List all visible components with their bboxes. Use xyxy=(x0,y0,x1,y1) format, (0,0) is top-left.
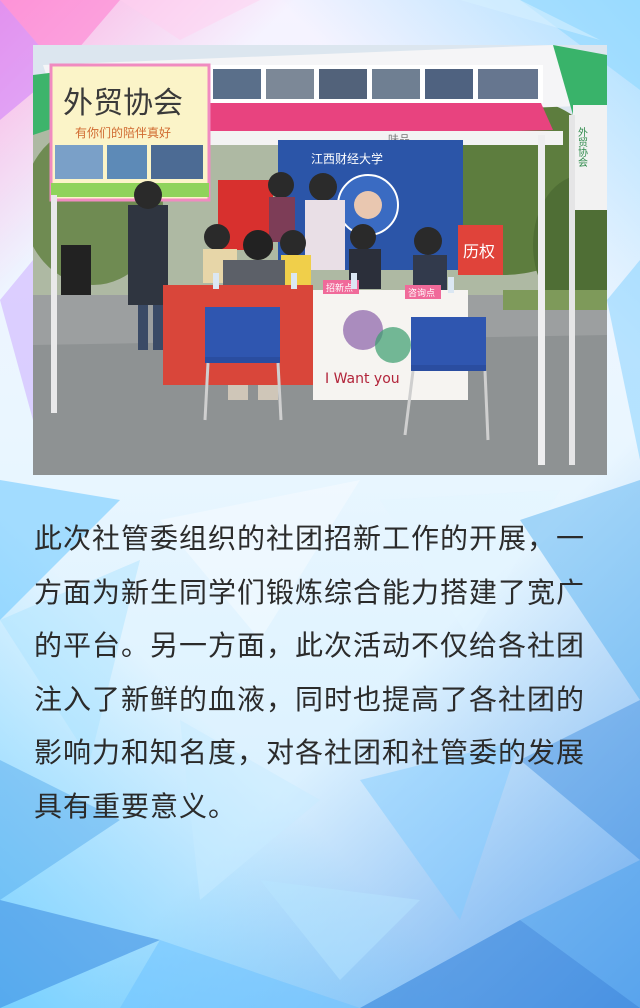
side-banner: 外贸协会 xyxy=(576,127,588,168)
desk-placard-1: 招新点 xyxy=(326,282,353,294)
banner-right-partial: 历权 xyxy=(463,242,495,261)
desk-placard-2: 咨询点 xyxy=(408,287,435,299)
banner-university: 江西财经大学 xyxy=(311,151,383,166)
article-text: 此次社管委组织的社团招新工作的开展，一方面为新生同学们锻炼综合能力搭建了宽广的平… xyxy=(34,512,612,833)
event-photo: 味品 外贸协会 有你们的陪伴真好 外贸协会 江西财经大学 历权 xyxy=(33,45,607,475)
sign-subtitle: 有你们的陪伴真好 xyxy=(75,125,171,140)
sign-title: 外贸协会 xyxy=(63,86,183,121)
poster-caption: I Want you xyxy=(325,371,400,387)
article-paragraph: 此次社管委组织的社团招新工作的开展，一方面为新生同学们锻炼综合能力搭建了宽广的平… xyxy=(34,522,586,823)
